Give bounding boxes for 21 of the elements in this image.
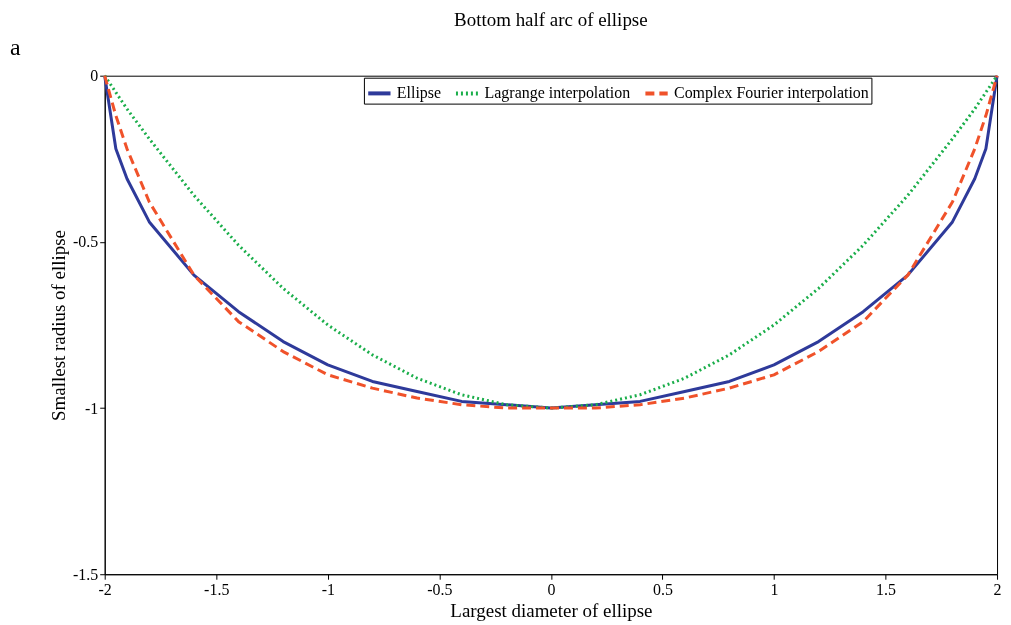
legend-label: Complex Fourier interpolation bbox=[674, 84, 869, 103]
y-tick-label: -0.5 bbox=[72, 233, 99, 251]
y-tick-label: 0 bbox=[90, 67, 99, 85]
text: a bbox=[9, 33, 21, 60]
legend-label: Lagrange interpolation bbox=[484, 84, 631, 103]
x-tick-label: -1 bbox=[321, 580, 335, 598]
x-tick-label: 1.5 bbox=[876, 580, 896, 598]
y-tick-label: -1.5 bbox=[72, 565, 99, 583]
x-tick-label: 0 bbox=[547, 580, 556, 598]
x-tick-label: -0.5 bbox=[427, 580, 453, 598]
chart-title: Bottom half arc of ellipse bbox=[454, 8, 648, 30]
line-series bbox=[103, 74, 999, 410]
x-tick-label: 2 bbox=[993, 580, 1002, 598]
x-tick-label: 1 bbox=[770, 580, 779, 598]
y-axis-title: Smallest radius of ellipse bbox=[47, 230, 69, 421]
x-tick-label: 0.5 bbox=[652, 580, 673, 598]
x-tick-label: -2 bbox=[98, 580, 112, 598]
x-axis-title: Largest diameter of ellipse bbox=[450, 599, 653, 621]
x-tick-label: -1.5 bbox=[204, 580, 230, 598]
y-tick-label: -1 bbox=[84, 399, 99, 417]
legend-label: Ellipse bbox=[396, 84, 442, 103]
